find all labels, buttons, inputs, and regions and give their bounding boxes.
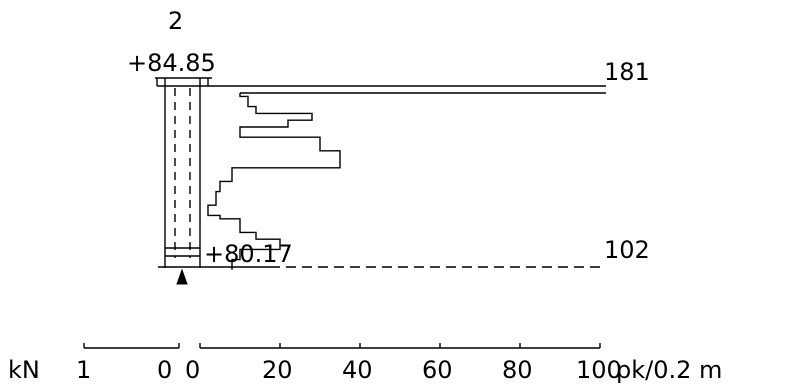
penetration-resistance-profile	[207, 93, 341, 270]
right-scale-label-100: 100	[576, 356, 622, 384]
ground-level-label: +84.85	[127, 49, 216, 77]
right-scale-label-80: 80	[502, 356, 533, 384]
bottom-scales: kN 1 0 0 20 40 60 80 100 pk/0.2 m	[8, 343, 722, 384]
rod-column	[155, 77, 212, 268]
point-number: 2	[168, 7, 183, 35]
left-scale-label-0: 0	[157, 356, 172, 384]
tip-marker-icon	[176, 268, 188, 285]
right-bottom-value: 102	[604, 236, 650, 264]
right-scale-unit: pk/0.2 m	[616, 356, 722, 384]
right-scale-label-20: 20	[262, 356, 293, 384]
right-scale-label-60: 60	[422, 356, 453, 384]
left-scale-label-1: 1	[76, 356, 91, 384]
right-scale-label-0: 0	[185, 356, 200, 384]
right-scale-label-40: 40	[342, 356, 373, 384]
bottom-level-label: +80.17	[204, 240, 293, 268]
right-top-value: 181	[604, 58, 650, 86]
left-scale-unit: kN	[8, 356, 40, 384]
